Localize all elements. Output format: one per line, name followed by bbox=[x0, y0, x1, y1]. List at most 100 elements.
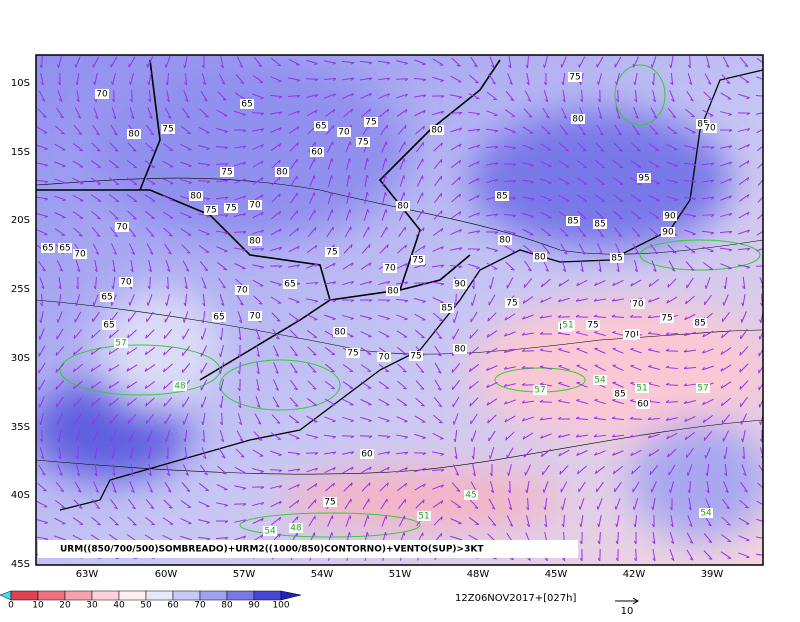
wind-arrow bbox=[200, 379, 208, 391]
timestamp: 12Z06NOV2017+[027h] bbox=[455, 593, 576, 604]
wind-arrow bbox=[521, 348, 535, 352]
contour-label: 70 bbox=[378, 353, 390, 363]
wind-arrow bbox=[271, 210, 282, 220]
wind-arrow bbox=[324, 262, 336, 270]
wind-arrow bbox=[543, 260, 549, 272]
wind-arrow bbox=[489, 277, 494, 289]
wind-arrow bbox=[468, 177, 480, 185]
wind-arrow bbox=[93, 446, 98, 460]
wind-arrow bbox=[486, 247, 498, 252]
wind-arrow bbox=[521, 179, 535, 184]
wind-arrow bbox=[431, 264, 445, 268]
wind-arrow bbox=[432, 227, 444, 237]
wind-arrow bbox=[396, 416, 408, 423]
wind-arrow bbox=[451, 482, 461, 492]
wind-arrow bbox=[558, 194, 570, 202]
wind-arrow bbox=[666, 179, 678, 184]
wind-arrow bbox=[56, 107, 64, 119]
wind-arrow bbox=[306, 330, 318, 339]
wind-arrow bbox=[720, 178, 732, 184]
wind-arrow bbox=[724, 463, 728, 477]
contour-label-bg bbox=[593, 219, 607, 229]
wind-arrow bbox=[182, 311, 189, 323]
wind-arrow bbox=[234, 178, 246, 184]
wind-arrow bbox=[359, 299, 373, 303]
contour-label: 57 bbox=[115, 339, 126, 349]
wind-arrow bbox=[289, 209, 299, 221]
wind-arrow bbox=[433, 142, 443, 152]
contour-label-bg bbox=[58, 243, 72, 253]
wind-arrow bbox=[629, 416, 643, 420]
wind-arrow bbox=[270, 280, 282, 287]
wind-arrow bbox=[202, 429, 205, 443]
wind-arrow bbox=[219, 430, 225, 443]
wind-arrow bbox=[360, 466, 372, 474]
wind-arrow bbox=[129, 481, 135, 493]
wind-arrow bbox=[126, 364, 138, 372]
wind-arrow bbox=[648, 143, 660, 151]
wind-arrow bbox=[523, 108, 533, 118]
wind-arrow bbox=[597, 531, 601, 545]
wind-arrow bbox=[165, 72, 169, 86]
wind-arrow bbox=[649, 465, 659, 475]
wind-arrow bbox=[706, 480, 710, 494]
wind-arrow bbox=[756, 112, 763, 115]
wind-arrow bbox=[594, 398, 606, 405]
wind-arrow bbox=[182, 260, 190, 272]
wind-arrow bbox=[634, 260, 638, 273]
wind-arrow bbox=[756, 248, 763, 252]
wind-arrow bbox=[323, 434, 337, 439]
lat-label: 10S bbox=[11, 78, 30, 89]
wind-arrow bbox=[270, 450, 282, 457]
colorbar-label: 0 bbox=[8, 601, 14, 611]
contour-label-bg bbox=[561, 320, 575, 330]
contour-label: 60 bbox=[361, 450, 373, 460]
wind-arrow bbox=[503, 180, 517, 184]
wind-arrow bbox=[147, 73, 152, 86]
wind-arrow bbox=[578, 243, 586, 255]
wind-arrow bbox=[270, 111, 283, 115]
wind-arrow bbox=[306, 94, 319, 98]
wind-arrow bbox=[451, 159, 462, 169]
wind-arrow bbox=[251, 486, 265, 490]
wind-arrow bbox=[74, 430, 81, 442]
wind-arrow bbox=[128, 498, 136, 510]
wind-arrow bbox=[129, 447, 134, 460]
wind-arrow bbox=[108, 194, 120, 202]
wind-arrow bbox=[651, 72, 655, 86]
wind-arrow bbox=[289, 397, 299, 407]
scale-arrow-head bbox=[632, 597, 639, 605]
wind-arrow bbox=[163, 363, 173, 373]
wind-arrow bbox=[561, 514, 565, 528]
wind-arrow bbox=[73, 227, 83, 237]
colorbar-label: 40 bbox=[113, 601, 125, 611]
wind-arrow bbox=[579, 548, 583, 562]
wind-arrow bbox=[720, 195, 732, 201]
wind-arrow bbox=[54, 161, 66, 168]
wind-arrow bbox=[216, 246, 228, 253]
wind-arrow bbox=[485, 145, 499, 149]
colorbar-label: 10 bbox=[32, 601, 44, 611]
wind-arrow bbox=[324, 314, 336, 321]
lat-label: 40S bbox=[11, 490, 30, 501]
wind-arrow bbox=[108, 177, 120, 185]
wind-arrow bbox=[597, 89, 601, 103]
wind-arrow bbox=[576, 331, 588, 336]
wind-arrow bbox=[431, 468, 445, 472]
wind-arrow bbox=[323, 451, 337, 455]
wind-arrow bbox=[524, 260, 532, 272]
wind-arrow bbox=[506, 277, 514, 289]
wind-arrow bbox=[505, 261, 515, 271]
wind-arrow bbox=[397, 346, 407, 356]
contour-label: 75 bbox=[506, 299, 517, 309]
wind-arrow bbox=[38, 362, 46, 374]
wind-arrow bbox=[180, 143, 192, 151]
wind-arrow bbox=[180, 125, 192, 135]
wind-arrow bbox=[91, 516, 101, 526]
contour-label-bg bbox=[593, 375, 607, 385]
wind-arrow bbox=[670, 515, 674, 528]
wind-arrow bbox=[72, 211, 84, 219]
wind-arrow bbox=[578, 481, 586, 493]
wind-arrow bbox=[378, 381, 390, 389]
wind-arrow bbox=[470, 294, 477, 306]
